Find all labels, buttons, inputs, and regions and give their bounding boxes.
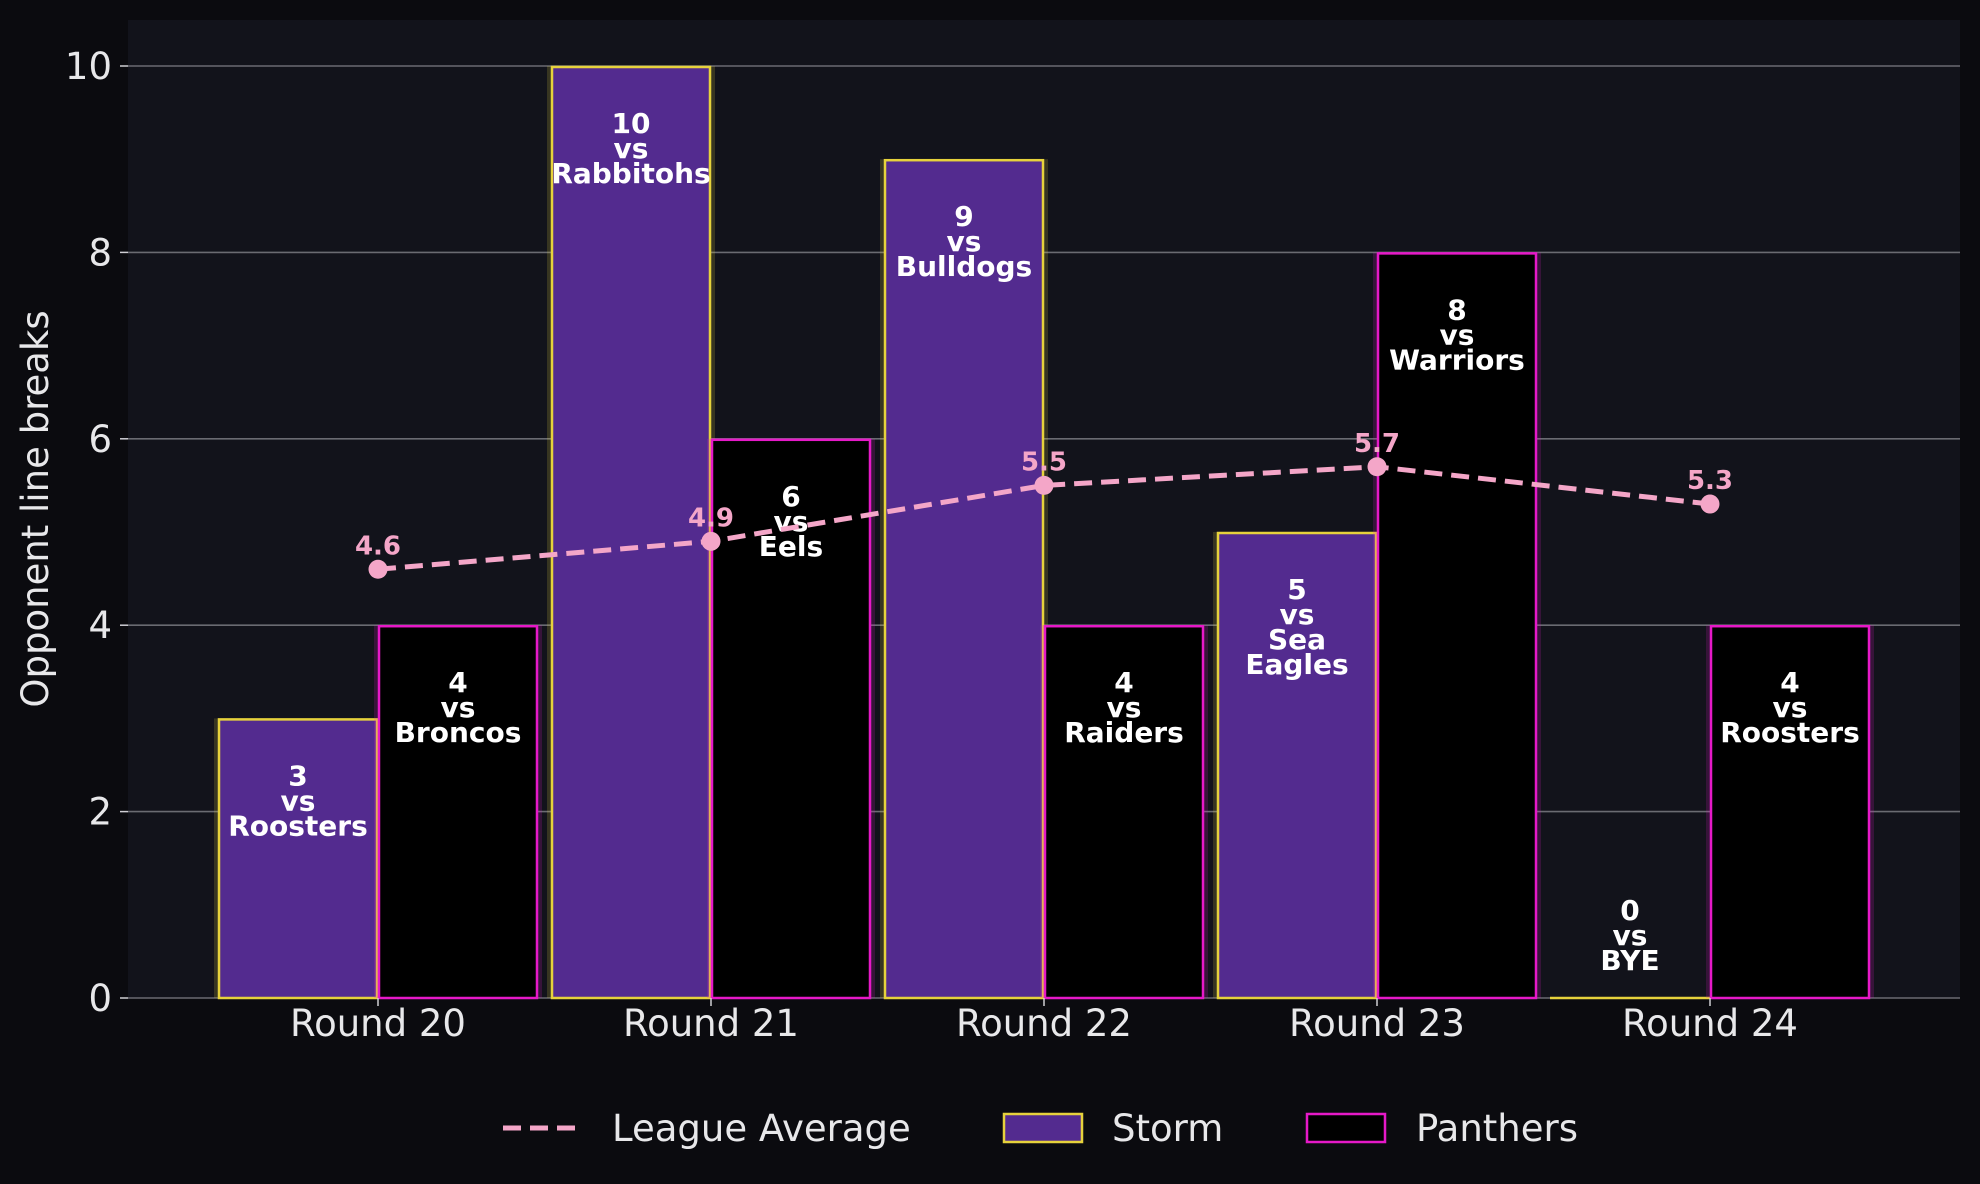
storm-bar-label-line: vs — [947, 225, 982, 258]
storm-bar-label-line: Eagles — [1245, 648, 1348, 681]
panthers-bar-label-line: 8 — [1447, 293, 1466, 326]
panthers-bar-label-line: 4 — [1780, 666, 1799, 699]
league-average-value-label: 4.9 — [688, 503, 734, 533]
panthers-bar-label-line: vs — [774, 505, 809, 538]
storm-bar-label-line: BYE — [1600, 944, 1659, 977]
league-average-point — [1034, 475, 1054, 495]
panthers-bar-label-line: Broncos — [395, 716, 522, 749]
league-average-point — [368, 559, 388, 579]
panthers-bar — [1709, 624, 1871, 1000]
legend: League Average Storm Panthers — [503, 1107, 1578, 1150]
x-tick-label: Round 20 — [290, 1002, 466, 1045]
league-average-path — [377, 464, 1711, 572]
league-average-value-label: 5.3 — [1687, 466, 1733, 496]
storm-bar-label-line: 10 — [612, 107, 651, 140]
storm-bar-label-line: Rabbitohs — [551, 157, 710, 190]
storm-bar-label: 3 vs Roosters — [228, 759, 368, 842]
storm-bar-label-line: vs — [614, 132, 649, 165]
panthers-bar-label-line: Roosters — [1720, 716, 1860, 749]
storm-bar-label: 5 vs Sea Eagles — [1245, 573, 1348, 681]
panthers-bar-label: 8 vs Warriors — [1389, 293, 1525, 376]
bars — [214, 65, 1874, 1000]
storm-bar-label: 0 vs BYE — [1600, 894, 1659, 977]
x-tick-label: Round 23 — [1289, 1002, 1465, 1045]
panthers-bar — [1376, 252, 1538, 1000]
storm-bar-label-line: 0 — [1620, 894, 1639, 927]
league-average-value-label: 4.6 — [355, 531, 401, 561]
legend-label-panthers: Panthers — [1416, 1107, 1578, 1150]
storm-bar-label-line: Sea — [1268, 623, 1326, 656]
panthers-bar-label-line: 4 — [448, 666, 467, 699]
panthers-bar-label-line: Warriors — [1389, 343, 1525, 376]
x-tick-label: Round 24 — [1622, 1002, 1798, 1045]
storm-bar-label-line: 9 — [954, 200, 973, 233]
x-tick-label: Round 21 — [623, 1002, 799, 1045]
legend-label-league-average: League Average — [612, 1107, 911, 1150]
storm-bar-label: 9 vs Bulldogs — [896, 200, 1032, 283]
panthers-bar — [377, 624, 539, 1000]
storm-bar — [883, 158, 1045, 1000]
y-tick-label: 8 — [88, 231, 112, 274]
y-ticks: 0 2 4 6 8 10 — [65, 45, 128, 1020]
storm-bar — [1216, 531, 1378, 1000]
panthers-bar-label-line: Eels — [759, 530, 823, 563]
legend-label-storm: Storm — [1112, 1107, 1223, 1150]
storm-bar — [217, 718, 379, 1000]
y-tick-label: 6 — [88, 418, 112, 461]
panthers-bar-label-line: vs — [1773, 691, 1808, 724]
panthers-bar-label: 4 vs Roosters — [1720, 666, 1860, 749]
panthers-bar-label-line: vs — [1107, 691, 1142, 724]
storm-bar-label-line: Bulldogs — [896, 250, 1032, 283]
storm-bar-label: 10 vs Rabbitohs — [551, 107, 710, 190]
y-axis-label: Opponent line breaks — [14, 310, 57, 707]
panthers-bar-label: 4 vs Broncos — [395, 666, 522, 749]
panthers-bar — [710, 438, 872, 1000]
x-ticks: Round 20 Round 21 Round 22 Round 23 Round 24 — [290, 998, 1798, 1045]
storm-bar-label-line: vs — [1280, 598, 1315, 631]
league-average-point — [1700, 494, 1720, 514]
storm-bar-label-line: Roosters — [228, 809, 368, 842]
legend-swatch-panthers — [1305, 1112, 1387, 1144]
storm-bar — [550, 65, 712, 1000]
panthers-bar-label-line: 4 — [1114, 666, 1133, 699]
league-average-value-label: 5.5 — [1021, 447, 1067, 477]
y-tick-label: 10 — [65, 45, 112, 88]
panthers-bar-label: 4 vs Raiders — [1064, 666, 1184, 749]
y-tick-label: 4 — [88, 604, 112, 647]
y-tick-label: 2 — [88, 791, 112, 834]
storm-bar-label-line: 5 — [1287, 573, 1306, 606]
panthers-bar-label: 6 vs Eels — [759, 480, 823, 563]
league-average-value-label: 5.7 — [1354, 429, 1400, 459]
panthers-bar — [1043, 624, 1205, 1000]
panthers-bar-label-line: 6 — [781, 480, 800, 513]
legend-swatch-storm — [1002, 1112, 1084, 1144]
storm-bar-label-line: vs — [1613, 919, 1648, 952]
panthers-bar-label-line: Raiders — [1064, 716, 1184, 749]
league-average-point — [701, 531, 721, 551]
league-average-line: 4.6 4.9 5.5 5.7 5.3 — [355, 429, 1733, 579]
storm-bar-label-line: vs — [281, 784, 316, 817]
x-tick-label: Round 22 — [956, 1002, 1132, 1045]
panthers-bar-label-line: vs — [1440, 318, 1475, 351]
panthers-bar-label-line: vs — [441, 691, 476, 724]
storm-bar-label-line: 3 — [288, 759, 307, 792]
y-tick-label: 0 — [88, 977, 112, 1020]
league-average-point — [1367, 457, 1387, 477]
